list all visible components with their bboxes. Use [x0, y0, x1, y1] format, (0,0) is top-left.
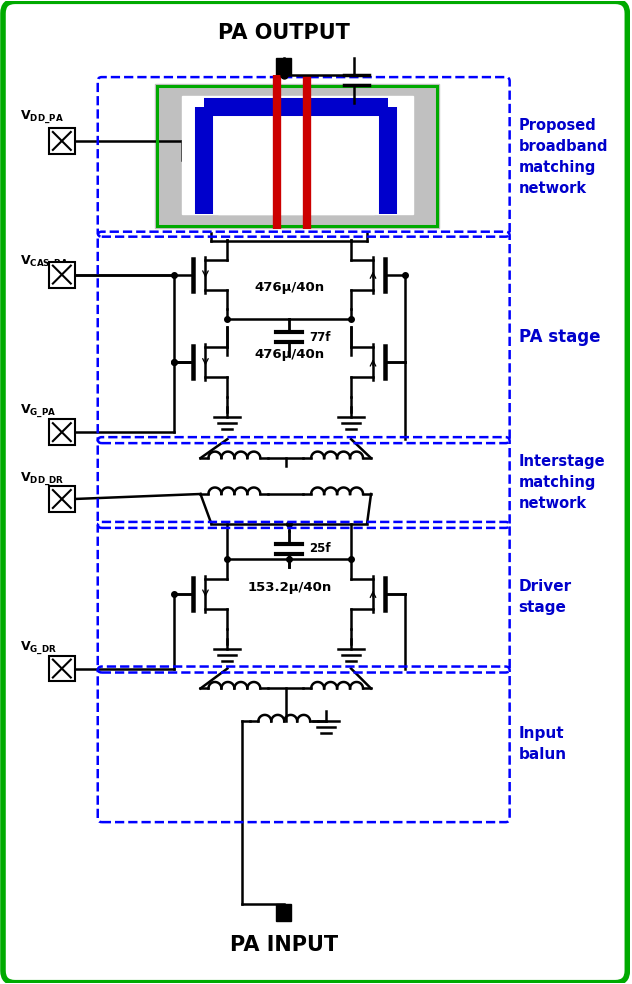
Text: 77f: 77f [309, 331, 331, 344]
Text: $\mathbf{V_{G\_PA}}$: $\mathbf{V_{G\_PA}}$ [20, 402, 56, 420]
Text: 476μ/40n: 476μ/40n [254, 281, 324, 294]
Text: 25f: 25f [309, 542, 331, 555]
Bar [49, 655, 75, 682]
Text: Input
balun: Input balun [519, 726, 567, 763]
Text: 476μ/40n: 476μ/40n [254, 348, 324, 361]
Bar [49, 486, 75, 512]
Bar [49, 262, 75, 287]
Text: $\mathbf{V_{CAS\_PA}}$: $\mathbf{V_{CAS\_PA}}$ [20, 254, 69, 272]
Text: PA INPUT: PA INPUT [230, 935, 338, 954]
Text: Driver
stage: Driver stage [519, 579, 572, 615]
FancyBboxPatch shape [3, 1, 628, 983]
Bar [49, 128, 75, 154]
Bar [181, 96, 413, 214]
Bar [155, 84, 439, 227]
Text: $\mathbf{V_{DD\_PA}}$: $\mathbf{V_{DD\_PA}}$ [20, 108, 64, 126]
Bar [276, 58, 291, 75]
Text: $\mathbf{V_{DD\_DR}}$: $\mathbf{V_{DD\_DR}}$ [20, 470, 64, 488]
Text: Interstage
matching
network: Interstage matching network [519, 454, 605, 511]
Text: 153.2μ/40n: 153.2μ/40n [247, 582, 331, 594]
Bar [276, 904, 291, 921]
Text: PA stage: PA stage [519, 329, 600, 346]
Text: Proposed
broadband
matching
network: Proposed broadband matching network [519, 118, 608, 196]
Bar [49, 419, 75, 445]
Bar [219, 120, 374, 214]
Text: PA OUTPUT: PA OUTPUT [218, 24, 350, 43]
Text: $\mathbf{V_{G\_DR}}$: $\mathbf{V_{G\_DR}}$ [20, 640, 57, 657]
